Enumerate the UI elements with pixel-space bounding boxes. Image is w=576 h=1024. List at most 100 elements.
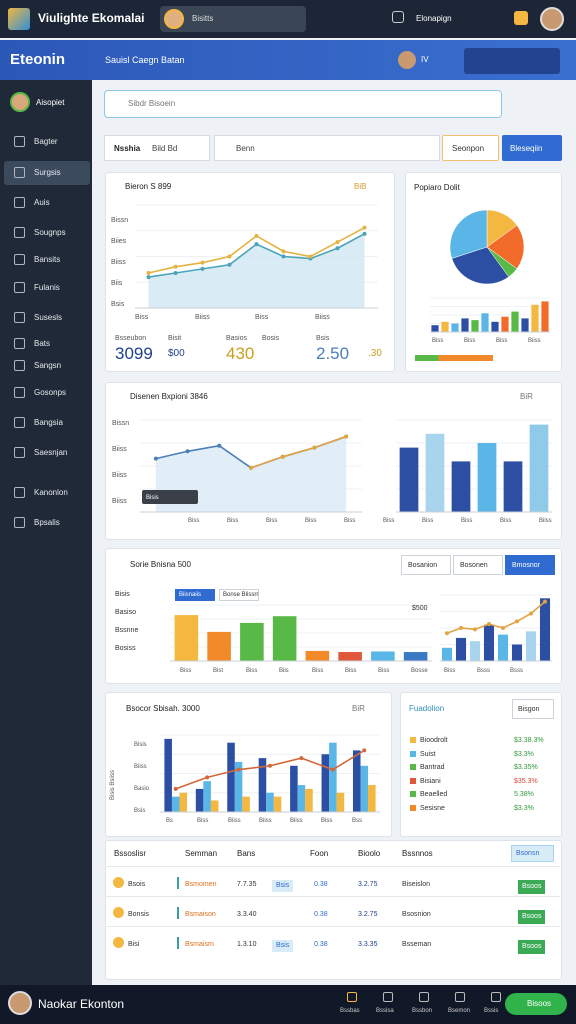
axis-label: Bosse bbox=[411, 668, 428, 674]
axis-label: Bsis bbox=[111, 301, 125, 308]
point bbox=[487, 622, 491, 627]
table-header: Bssoslisr bbox=[114, 849, 147, 858]
point bbox=[281, 254, 286, 259]
button[interactable] bbox=[453, 555, 503, 575]
app-title: Viulighte Ekomalai bbox=[38, 11, 145, 25]
bar bbox=[240, 622, 264, 661]
axis-label: Bsis bbox=[134, 808, 146, 814]
axis-label: Biss bbox=[461, 518, 473, 524]
bar bbox=[497, 634, 509, 661]
axis-label: Biss bbox=[305, 518, 317, 524]
button[interactable] bbox=[505, 993, 567, 1015]
table-header: Bans bbox=[237, 849, 256, 858]
bar bbox=[352, 750, 361, 812]
toolbar[interactable] bbox=[464, 48, 560, 74]
panel-title: Bsocor Sbisah. 3000 bbox=[126, 704, 200, 713]
table-cell: Bsmaism bbox=[185, 941, 214, 948]
nav-icon[interactable] bbox=[383, 992, 393, 1002]
nav-icon bbox=[14, 360, 25, 371]
notify[interactable] bbox=[392, 11, 404, 23]
icon[interactable] bbox=[514, 11, 528, 25]
filter-select-value: Bild Bd bbox=[152, 144, 178, 153]
bar bbox=[266, 792, 274, 812]
axis-label: Biiss bbox=[290, 818, 303, 824]
point bbox=[362, 748, 367, 753]
legend-label: Biisnaiis bbox=[179, 592, 202, 598]
row-divider bbox=[105, 926, 562, 927]
bar bbox=[371, 651, 395, 661]
pie-slice bbox=[449, 209, 488, 259]
user-search[interactable] bbox=[160, 6, 306, 32]
nav-icon[interactable] bbox=[347, 992, 357, 1002]
bar bbox=[491, 321, 499, 332]
button[interactable] bbox=[401, 555, 451, 575]
tooltip-text: Bisis bbox=[146, 495, 159, 501]
nav-label: Kanonlon bbox=[34, 488, 68, 497]
button[interactable] bbox=[505, 555, 555, 575]
avatar bbox=[540, 7, 564, 31]
button[interactable] bbox=[502, 135, 562, 161]
nav-icon bbox=[14, 447, 25, 458]
axis-title: Bisis Bsiiss bbox=[110, 769, 116, 800]
nav-label: Bagter bbox=[34, 137, 58, 146]
axis-label: Biiss bbox=[315, 314, 330, 321]
bar bbox=[425, 433, 445, 512]
axis-label: Biss bbox=[378, 668, 390, 674]
bar bbox=[360, 765, 369, 812]
search-box[interactable] bbox=[104, 90, 502, 118]
filter-search[interactable] bbox=[214, 135, 440, 161]
nav-label: Sangsn bbox=[34, 361, 62, 370]
bar bbox=[451, 323, 459, 332]
legend-swatch bbox=[410, 764, 416, 770]
point bbox=[146, 275, 151, 280]
axis-label: Biiss bbox=[111, 259, 126, 266]
point bbox=[185, 449, 190, 454]
axis-label: Biss bbox=[422, 518, 434, 524]
bar bbox=[483, 624, 495, 661]
bar bbox=[227, 742, 235, 812]
bar bbox=[431, 325, 439, 332]
axis-label: Basio bbox=[134, 786, 150, 792]
nav-icon[interactable] bbox=[455, 992, 465, 1002]
axis-label: Basiso bbox=[115, 609, 137, 616]
axis-label: Biss bbox=[266, 518, 278, 524]
axis-label: Biiss bbox=[539, 518, 552, 524]
bar bbox=[477, 443, 497, 512]
nav-icon bbox=[14, 417, 25, 428]
button[interactable] bbox=[442, 135, 499, 161]
bar bbox=[273, 796, 282, 812]
point bbox=[445, 631, 449, 636]
filter-select[interactable] bbox=[104, 135, 210, 161]
nav-icon[interactable] bbox=[419, 992, 429, 1002]
stat-label: Bsis bbox=[316, 335, 330, 342]
stat-label: Bisit bbox=[168, 335, 182, 342]
point bbox=[459, 626, 463, 630]
bar bbox=[403, 652, 428, 661]
avatar bbox=[398, 51, 416, 69]
nav-label: Susesls bbox=[34, 313, 63, 322]
button[interactable] bbox=[511, 845, 554, 862]
axis-label: Biss bbox=[344, 518, 356, 524]
point bbox=[173, 264, 178, 269]
axis-label: Biiss bbox=[528, 338, 541, 344]
bar bbox=[511, 644, 523, 661]
tooltip bbox=[142, 490, 198, 504]
nav-label: Fulanis bbox=[34, 283, 60, 292]
table-cell[interactable]: Bsoos bbox=[518, 940, 546, 954]
nav-icon[interactable] bbox=[491, 992, 501, 1002]
axis-label: Biss bbox=[255, 314, 269, 321]
bar bbox=[242, 796, 250, 812]
nav-item[interactable] bbox=[4, 161, 90, 185]
panel-tag: BiB bbox=[354, 182, 367, 191]
bar bbox=[368, 785, 376, 812]
table-cell[interactable]: Bsoos bbox=[518, 910, 546, 924]
table-cell: 3.3.40 bbox=[237, 911, 257, 918]
stat-value: 430 bbox=[226, 344, 255, 363]
table-cell[interactable]: Bsoos bbox=[518, 880, 546, 894]
chart bbox=[440, 594, 552, 662]
point bbox=[281, 249, 286, 254]
axis-label: Bisis bbox=[134, 742, 147, 748]
nav-icon bbox=[14, 517, 25, 528]
chart bbox=[396, 419, 552, 513]
dropdown[interactable] bbox=[512, 699, 554, 719]
